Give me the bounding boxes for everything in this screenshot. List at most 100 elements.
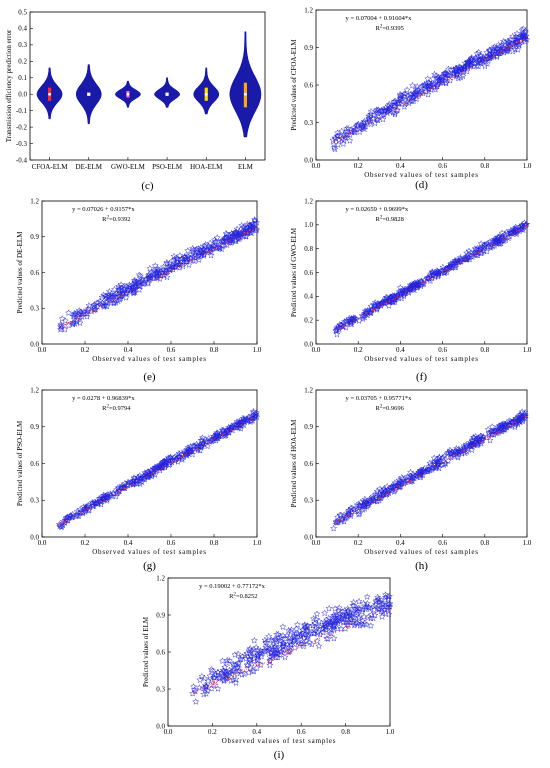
y-tick-label: 0.0 (18, 91, 27, 99)
x-tick-label: HOA-ELM (190, 163, 223, 171)
y-tick-label: 1.2 (304, 197, 313, 205)
y-tick-label: 0.3 (30, 305, 39, 313)
x-tick-label: 0.2 (354, 539, 363, 547)
regression-equation: y = 0.02659 + 0.9699*x (346, 206, 409, 213)
fit-points (59, 417, 253, 525)
panel-label: (c) (141, 180, 154, 192)
r-squared-prefix: R (376, 216, 381, 223)
y-tick-label: 0.6 (304, 460, 313, 468)
r-squared-label: R2=0.9392 (102, 216, 130, 224)
regression-equation: y = 0.07004 + 0.91604*x (346, 15, 413, 22)
x-tick-label: 0.2 (208, 728, 217, 736)
r-squared-prefix: R (229, 593, 234, 600)
x-axis-title: Observed values of test samples (364, 548, 479, 556)
x-tick-label: GWO-ELM (111, 163, 146, 171)
x-axis-title: Observed values of test samples (364, 171, 479, 179)
y-tick-label: 0.3 (304, 119, 313, 127)
r-squared-sup: 2 (233, 593, 236, 598)
y-tick-label: 0.2 (304, 316, 313, 324)
y-tick-label: 0.0 (156, 722, 165, 730)
y-tick-label: 0.0 (304, 340, 313, 348)
x-tick-label: 0.4 (124, 539, 133, 547)
x-tick-label: 0.6 (438, 162, 447, 170)
r-squared-sup: 2 (106, 216, 109, 221)
x-tick-label: 1.0 (523, 346, 532, 354)
y-tick-label: 0.6 (30, 460, 39, 468)
fit-points (339, 225, 528, 329)
r-squared-prefix: R (376, 405, 381, 412)
y-tick-label: 0.0 (30, 533, 39, 541)
violin-median (48, 92, 51, 96)
x-tick-label: 0.2 (81, 539, 90, 547)
regression-equation: y = 0.0278 + 0.96839*x (72, 395, 135, 402)
x-axis-title: Observed values of test samples (92, 355, 207, 363)
x-tick-label: 0.2 (354, 162, 363, 170)
y-tick-label: 0.3 (18, 41, 27, 49)
r-squared-value: =0.9395 (382, 25, 404, 32)
scatter-points (329, 25, 531, 153)
y-tick-label: 1.2 (156, 574, 165, 582)
x-tick-label: 0.4 (396, 162, 405, 170)
scatter-points (189, 591, 394, 705)
x-tick-label: 0.4 (396, 346, 405, 354)
y-tick-label: 0.9 (156, 611, 165, 619)
panel-label: (f) (416, 371, 427, 383)
r-squared-prefix: R (102, 405, 107, 412)
chart-panel-f: 0.0 0.2 0.4 0.6 0.8 1.0 0.0 0.2 0.4 0.6 0.8 1.0 1.2 O… (290, 197, 532, 383)
fit-points (333, 35, 527, 143)
y-tick-label: 1.2 (30, 197, 39, 205)
x-tick-label: PSO-ELM (152, 163, 183, 171)
r-squared-value: =0.9794 (109, 405, 131, 412)
chart-panel-d: 0.0 0.2 0.4 0.6 0.8 1.0 0.0 0.3 0.6 0.9 1.2 Observe… (290, 6, 532, 191)
r-squared-label: R2=0.9828 (376, 216, 404, 224)
r-squared-sup: 2 (380, 405, 383, 410)
x-axis-title: Observed values of test samples (222, 737, 337, 745)
x-tick-label: 1.0 (253, 346, 262, 354)
r-squared-value: =0.9696 (382, 405, 404, 412)
x-axis-title: Observed values of test samples (92, 548, 207, 556)
x-tick-label: 0.6 (297, 728, 306, 736)
r-squared-label: R2=0.9395 (376, 25, 404, 33)
panel-label: (h) (415, 560, 428, 572)
x-tick-label: 1.0 (523, 539, 532, 547)
x-tick-label: 0.0 (38, 346, 47, 354)
chart-panel-i: 0.0 0.2 0.4 0.6 0.8 1.0 0.0 0.3 0.6 0.9 1.2 Observe… (142, 574, 395, 761)
y-tick-label: 0.6 (30, 269, 39, 277)
regression-equation: y = 0.19002 + 0.77172*x (199, 583, 266, 590)
scatter-points (330, 408, 530, 532)
violin-median (244, 92, 247, 96)
y-axis-title: Predicted values of ELM (142, 616, 150, 687)
r-squared-sup: 2 (380, 216, 383, 221)
x-tick-label: 0.8 (480, 162, 489, 170)
y-tick-label: 0.6 (156, 648, 165, 656)
scatter-points (332, 219, 531, 338)
r-squared-sup: 2 (380, 25, 383, 30)
y-axis-title: Predicted values of PSO-ELM (16, 420, 24, 506)
r-squared-value: =0.9392 (109, 216, 131, 223)
x-tick-label: 0.6 (167, 346, 176, 354)
x-tick-label: 0.6 (438, 346, 447, 354)
panel-label: (i) (274, 749, 285, 761)
y-tick-label: 0.6 (304, 269, 313, 277)
x-tick-label: ELM (238, 163, 254, 171)
x-tick-label: DE-ELM (76, 163, 103, 171)
y-tick-label: 0.9 (304, 44, 313, 52)
y-tick-label: 0.8 (304, 245, 313, 253)
x-tick-label: 0.0 (312, 539, 321, 547)
y-tick-label: -0.4 (16, 156, 28, 164)
y-axis-title: Predicted values of CFOA-ELM (290, 39, 298, 131)
x-tick-label: 0.4 (124, 346, 133, 354)
x-tick-label: 0.6 (167, 539, 176, 547)
y-tick-label: 0.0 (30, 340, 39, 348)
x-tick-label: 0.2 (354, 346, 363, 354)
r-squared-prefix: R (102, 216, 107, 223)
x-tick-label: 1.0 (253, 539, 262, 547)
y-axis-title: Predicted values of GWO-ELM (290, 227, 298, 317)
y-axis-title: Predicted values of DE-ELM (16, 231, 24, 314)
violin-median (165, 92, 169, 96)
x-tick-label: 0.2 (81, 346, 90, 354)
y-tick-label: 0.3 (30, 497, 39, 505)
x-tick-label: 0.6 (438, 539, 447, 547)
x-tick-label: 0.0 (312, 162, 321, 170)
